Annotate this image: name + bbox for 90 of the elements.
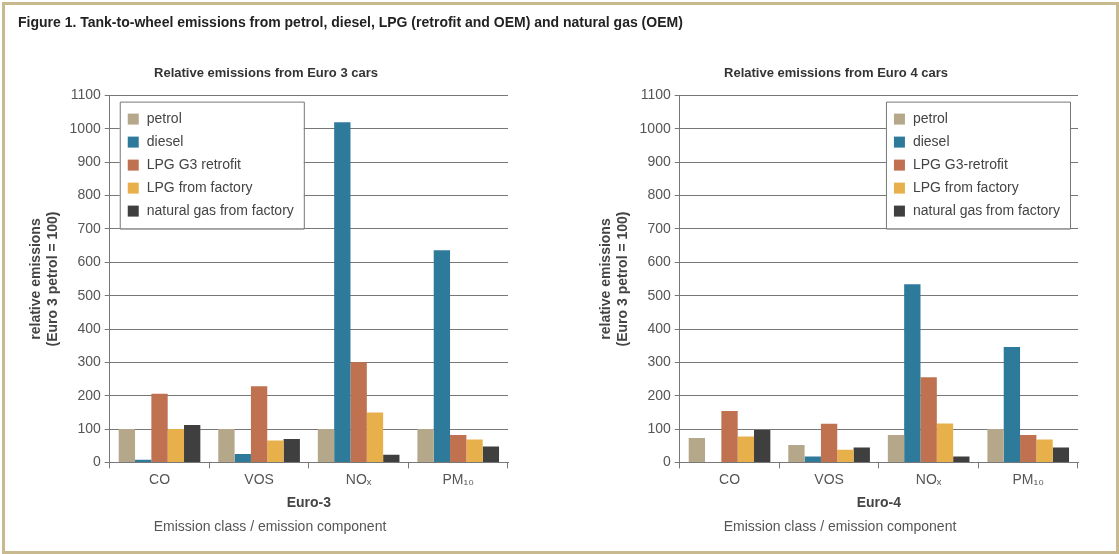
y-tick-label: 400 [77, 319, 101, 336]
y-tick-label: 100 [77, 419, 101, 436]
bar [1020, 435, 1037, 462]
bar [267, 440, 284, 462]
legend-label: petrol [146, 109, 182, 126]
bar [383, 454, 400, 462]
bar [1036, 439, 1053, 462]
y-tick-label: 0 [92, 453, 101, 470]
bar [283, 439, 300, 462]
legend-label: diesel [912, 132, 950, 149]
y-tick-label: 200 [647, 386, 671, 403]
bar [804, 456, 821, 462]
bar [135, 459, 152, 462]
bar [936, 423, 954, 462]
bar [218, 429, 235, 462]
y-tick-label: 1100 [640, 86, 671, 103]
bar [920, 377, 937, 462]
bar [317, 429, 335, 462]
y-tick-label: 0 [662, 453, 671, 470]
legend-label: LPG G3 retrofit [146, 155, 241, 172]
legend-label: natural gas from factory [146, 201, 294, 218]
x-tick-label: NOₓ [345, 470, 372, 487]
legend-label: LPG from factory [912, 178, 1019, 195]
y-tick-label: 300 [77, 353, 101, 370]
x-tick-label: CO [719, 470, 741, 487]
text: Emission class / emission component [722, 518, 958, 534]
y-tick-label: 1000 [639, 119, 671, 136]
x-tick-label: PM₁₀ [1012, 470, 1045, 487]
bar [904, 284, 921, 462]
bar [837, 449, 854, 462]
bar [184, 425, 201, 462]
x-axis-title: Euro-4 [856, 494, 902, 511]
x-tick-label: VOS [814, 470, 844, 487]
legend-label: natural gas from factory [912, 201, 1060, 218]
bar [721, 411, 738, 462]
x-tick-label: PM₁₀ [442, 470, 475, 487]
y-tick-label: 500 [647, 286, 671, 303]
y-tick-label: 700 [77, 219, 101, 236]
y-tick-label: 400 [647, 319, 671, 336]
bar [234, 454, 251, 462]
y-tick-label: 100 [647, 419, 671, 436]
y-tick-label: 200 [77, 386, 101, 403]
x-tick-label: CO [149, 470, 171, 487]
legend-label: petrol [912, 109, 948, 126]
bar [334, 122, 351, 462]
chart-title: Relative emissions from Euro 4 cars [724, 65, 948, 81]
y-tick-label: 900 [647, 153, 671, 170]
bar [688, 438, 706, 462]
bar [953, 456, 970, 462]
legend-label: LPG G3-retrofit [912, 155, 1008, 172]
bar [853, 447, 870, 462]
bar [788, 445, 805, 462]
x-tick-label: VOS [244, 470, 274, 487]
bar [450, 435, 467, 462]
y-tick-label: 900 [77, 153, 101, 170]
bar [1052, 447, 1070, 462]
chart-title: Relative emissions from Euro 3 cars [154, 65, 378, 81]
bar [118, 429, 136, 462]
bar [737, 436, 755, 462]
legend-label: diesel [146, 132, 184, 149]
bar [820, 423, 838, 462]
y-tick-label: 800 [77, 186, 101, 203]
bar [250, 386, 268, 462]
bar [366, 412, 384, 462]
y-tick-label: 600 [647, 253, 671, 270]
bar [151, 393, 168, 462]
caption: Figure 1. Tank-to-wheel emissions from petrol, diesel, LPG (retrofit and OEM) and natural gas (OEM) [18, 14, 683, 30]
bar [167, 429, 185, 462]
y-tick-label: 800 [647, 186, 671, 203]
y-tick-label: 1100 [70, 86, 101, 103]
x-axis-title: Euro-3 [286, 494, 332, 511]
bar [433, 250, 451, 462]
bar [1003, 347, 1021, 462]
bar [417, 429, 434, 462]
bar [466, 439, 483, 462]
bar [887, 435, 905, 462]
x-tick-label: NOₓ [915, 470, 942, 487]
y-axis-title: relative emissions (Euro 3 petrol = 100) [27, 211, 61, 347]
y-axis-title: relative emissions (Euro 3 petrol = 100) [597, 211, 631, 347]
y-tick-label: 500 [77, 286, 101, 303]
y-tick-label: 300 [647, 353, 671, 370]
bar [350, 362, 367, 462]
text: Emission class / emission component [152, 518, 388, 534]
bar [482, 446, 500, 462]
y-tick-label: 700 [647, 219, 671, 236]
y-tick-label: 600 [77, 253, 101, 270]
bar [987, 429, 1004, 462]
y-tick-label: 1000 [69, 119, 101, 136]
legend-label: LPG from factory [146, 178, 253, 195]
bar [754, 430, 771, 462]
